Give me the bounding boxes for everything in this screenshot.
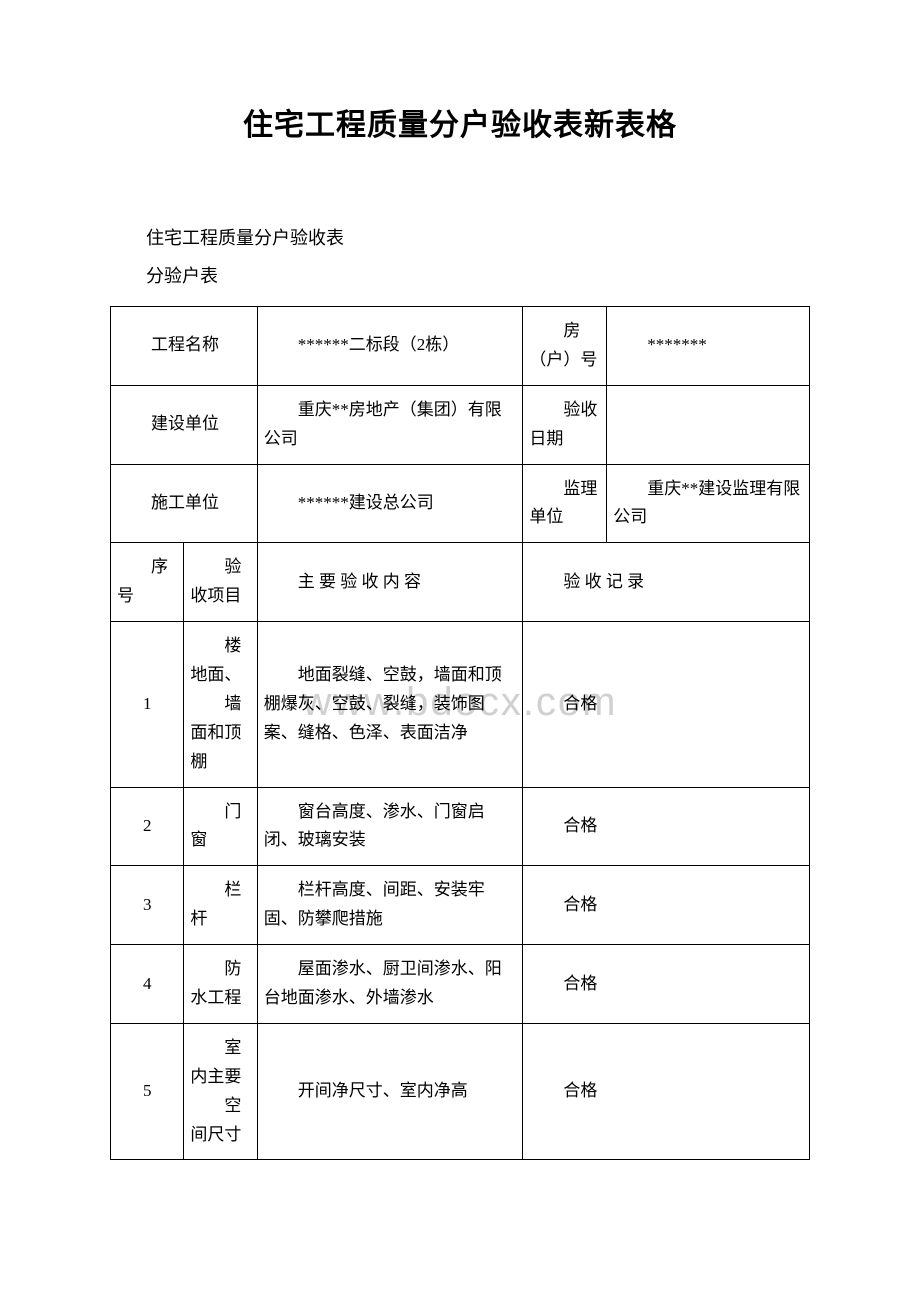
- cell-record: 合格: [523, 866, 810, 945]
- col-seq: 序号: [111, 543, 184, 622]
- col-content: 主 要 验 收 内 容: [257, 543, 523, 622]
- label-project-name: 工程名称: [111, 307, 258, 386]
- col-record: 验 收 记 录: [523, 543, 810, 622]
- value-project-name: ******二标段（2栋）: [257, 307, 523, 386]
- cell-content: 栏杆高度、间距、安装牢固、防攀爬措施: [257, 866, 523, 945]
- inspection-table: 工程名称 ******二标段（2栋） 房（户）号 ******* 建设单位 重庆…: [110, 306, 810, 1160]
- subtitle-1: 住宅工程质量分户验收表: [110, 224, 810, 250]
- cell-record: 合格: [523, 945, 810, 1024]
- value-builder: ******建设总公司: [257, 464, 523, 543]
- label-construction-unit: 建设单位: [111, 385, 258, 464]
- label-supervisor: 监理单位: [523, 464, 607, 543]
- cell-item: 室内主要 空间尺寸: [184, 1023, 257, 1160]
- value-inspection-date: [607, 385, 810, 464]
- label-builder: 施工单位: [111, 464, 258, 543]
- cell-seq: 2: [111, 787, 184, 866]
- cell-record: 合格: [523, 1023, 810, 1160]
- cell-item: 门窗: [184, 787, 257, 866]
- cell-item: 楼地面、 墙面和顶棚: [184, 622, 257, 787]
- cell-seq: 4: [111, 945, 184, 1024]
- value-supervisor: 重庆**建设监理有限公司: [607, 464, 810, 543]
- cell-item: 防水工程: [184, 945, 257, 1024]
- table-row: 1 楼地面、 墙面和顶棚 地面裂缝、空鼓，墙面和顶棚爆灰、空鼓、裂缝，装饰图案、…: [111, 622, 810, 787]
- table-row: 4 防水工程 屋面渗水、厨卫间渗水、阳台地面渗水、外墙渗水 合格: [111, 945, 810, 1024]
- cell-seq: 1: [111, 622, 184, 787]
- table-row: 3 栏杆 栏杆高度、间距、安装牢固、防攀爬措施 合格: [111, 866, 810, 945]
- column-header-row: 序号 验收项目 主 要 验 收 内 容 验 收 记 录: [111, 543, 810, 622]
- label-room-number: 房（户）号: [523, 307, 607, 386]
- cell-seq: 3: [111, 866, 184, 945]
- table-row: 5 室内主要 空间尺寸 开间净尺寸、室内净高 合格: [111, 1023, 810, 1160]
- value-construction-unit: 重庆**房地产（集团）有限公司: [257, 385, 523, 464]
- value-room-number: *******: [607, 307, 810, 386]
- cell-content: 地面裂缝、空鼓，墙面和顶棚爆灰、空鼓、裂缝，装饰图案、缝格、色泽、表面洁净: [257, 622, 523, 787]
- cell-content: 屋面渗水、厨卫间渗水、阳台地面渗水、外墙渗水: [257, 945, 523, 1024]
- header-row-2: 建设单位 重庆**房地产（集团）有限公司 验收日期: [111, 385, 810, 464]
- col-item: 验收项目: [184, 543, 257, 622]
- label-inspection-date: 验收日期: [523, 385, 607, 464]
- cell-content: 窗台高度、渗水、门窗启闭、玻璃安装: [257, 787, 523, 866]
- subtitle-2: 分验户表: [110, 262, 810, 288]
- cell-record: 合格: [523, 622, 810, 787]
- cell-content: 开间净尺寸、室内净高: [257, 1023, 523, 1160]
- main-title: 住宅工程质量分户验收表新表格: [110, 100, 810, 144]
- header-row-3: 施工单位 ******建设总公司 监理单位 重庆**建设监理有限公司: [111, 464, 810, 543]
- header-row-1: 工程名称 ******二标段（2栋） 房（户）号 *******: [111, 307, 810, 386]
- table-row: 2 门窗 窗台高度、渗水、门窗启闭、玻璃安装 合格: [111, 787, 810, 866]
- cell-item: 栏杆: [184, 866, 257, 945]
- cell-seq: 5: [111, 1023, 184, 1160]
- cell-record: 合格: [523, 787, 810, 866]
